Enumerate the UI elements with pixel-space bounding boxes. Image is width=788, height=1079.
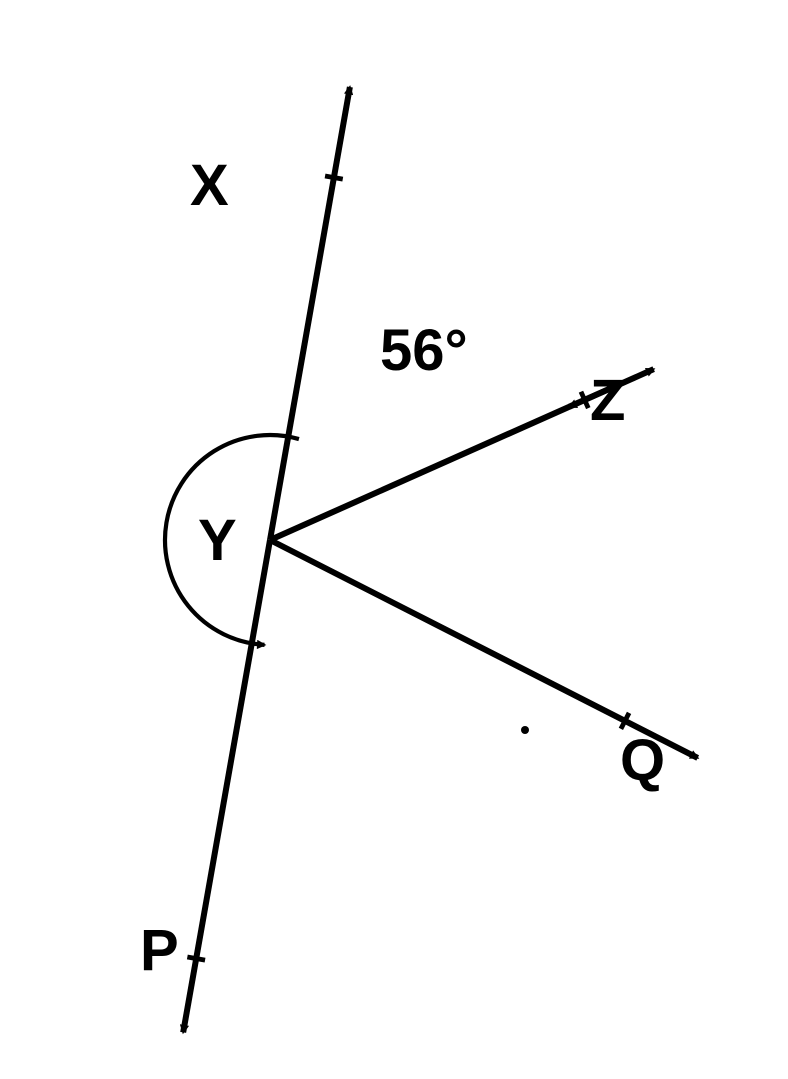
point-label-x: X <box>190 153 229 218</box>
tick-x <box>325 176 343 179</box>
dot <box>521 726 529 734</box>
angle-label-xyz: 56° <box>380 318 468 383</box>
ray-q <box>270 540 698 758</box>
point-label-q: Q <box>620 728 665 793</box>
point-label-y: Y <box>198 508 237 573</box>
point-label-p: P <box>140 918 179 983</box>
tick-z <box>581 392 588 408</box>
point-label-z: Z <box>590 368 625 433</box>
tick-p <box>187 957 205 960</box>
ray-x <box>270 87 350 540</box>
